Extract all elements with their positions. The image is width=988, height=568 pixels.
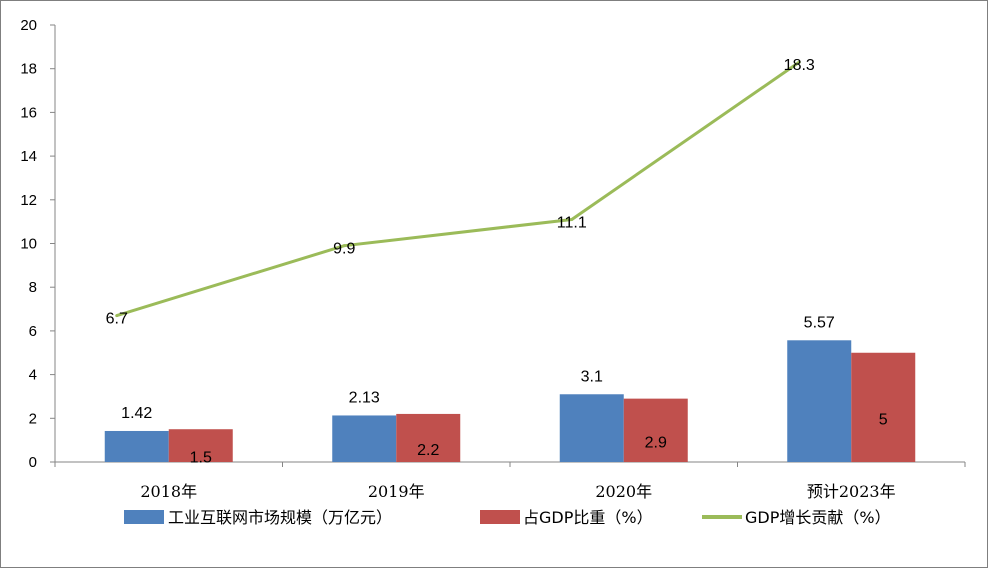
y-tick-label: 6 <box>29 323 37 340</box>
legend-swatch-gdp-share <box>480 510 520 524</box>
y-tick-label: 10 <box>20 236 37 253</box>
bar <box>787 340 852 462</box>
legend: 工业互联网市场规模（万亿元） 占GDP比重（%） GDP增长贡献（%） <box>124 508 891 527</box>
line-data-label: 11.1 <box>557 214 587 231</box>
bar-data-label: 2.9 <box>645 434 667 451</box>
bar-data-label: 3.1 <box>581 368 603 385</box>
y-tick-label: 16 <box>20 104 37 121</box>
line-data-label: 6.7 <box>106 311 128 328</box>
x-axis: 2018年 2019年 2020年 预计2023年 <box>54 461 966 501</box>
line-data-label: 9.9 <box>333 241 355 258</box>
line-series <box>115 60 801 318</box>
legend-label-market-size: 工业互联网市场规模（万亿元） <box>168 508 392 527</box>
y-tick-label: 8 <box>29 279 37 296</box>
legend-label-gdp-share: 占GDP比重（%） <box>523 508 653 527</box>
y-axis: 0 2 4 6 8 10 12 14 16 18 20 <box>20 17 56 471</box>
line-series-path <box>116 60 801 318</box>
line-point <box>115 314 119 318</box>
data-labels: 1.42 2.13 3.1 5.57 1.5 2.2 2.9 5 6.7 9.9 11.1 18.3 <box>106 57 888 466</box>
x-category-label: 2019年 <box>368 482 425 501</box>
y-tick-label: 4 <box>29 367 37 384</box>
x-category-label: 2020年 <box>595 482 652 501</box>
bar <box>332 415 397 462</box>
line-data-label: 18.3 <box>784 57 815 74</box>
bars <box>104 340 916 462</box>
line-point <box>342 244 346 248</box>
bar-data-label: 5.57 <box>804 314 835 331</box>
bar <box>396 413 461 462</box>
bar-data-label: 1.42 <box>121 405 152 422</box>
bar-data-label: 2.2 <box>417 442 439 459</box>
bar <box>104 430 169 462</box>
bar <box>168 429 233 462</box>
bar <box>559 394 624 462</box>
y-tick-label: 20 <box>20 17 37 34</box>
y-tick-label: 2 <box>29 410 37 427</box>
y-tick-label: 14 <box>20 148 37 165</box>
line-point <box>797 60 801 64</box>
x-category-label: 2018年 <box>140 482 197 501</box>
bar-data-label: 5 <box>879 411 888 428</box>
line-point <box>570 217 574 221</box>
y-tick-label: 12 <box>20 192 37 209</box>
bar <box>851 352 916 462</box>
x-category-label: 预计2023年 <box>807 482 896 501</box>
bar <box>623 398 688 462</box>
bar-data-label: 1.5 <box>190 450 212 467</box>
legend-label-gdp-contribution: GDP增长贡献（%） <box>745 508 891 527</box>
legend-swatch-market-size <box>124 510 164 524</box>
bar-data-label: 2.13 <box>349 389 380 406</box>
y-tick-label: 0 <box>29 454 37 471</box>
y-tick-label: 18 <box>20 61 37 78</box>
